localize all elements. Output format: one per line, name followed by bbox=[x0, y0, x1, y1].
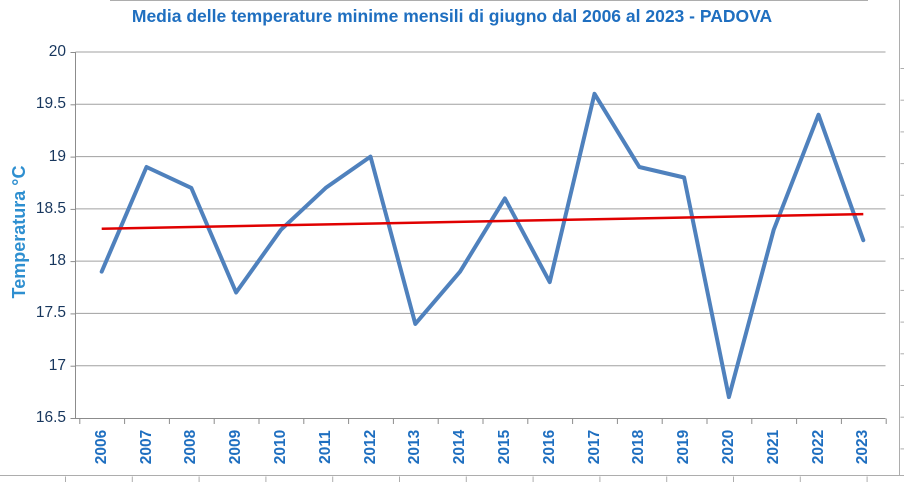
y-tick-label: 18.5 bbox=[35, 199, 66, 217]
x-tick-label: 2016 bbox=[540, 429, 558, 465]
chart-title: Media delle temperature minime mensili d… bbox=[131, 6, 773, 26]
y-tick-label: 18 bbox=[48, 252, 66, 270]
x-tick-label: 2017 bbox=[585, 429, 603, 465]
y-tick-label: 19 bbox=[48, 147, 66, 165]
x-tick-label: 2008 bbox=[182, 429, 200, 465]
x-tick-label: 2006 bbox=[92, 429, 110, 465]
x-tick-label: 2022 bbox=[809, 429, 827, 465]
x-tick-label: 2011 bbox=[316, 430, 334, 464]
y-tick-label: 17.5 bbox=[35, 304, 66, 322]
x-tick-label: 2023 bbox=[854, 429, 872, 465]
x-tick-label: 2007 bbox=[137, 429, 155, 465]
x-tick-label: 2014 bbox=[451, 429, 469, 465]
trend-line bbox=[101, 212, 864, 230]
x-tick-label: 2020 bbox=[719, 429, 737, 465]
x-tick-label: 2010 bbox=[271, 429, 289, 465]
x-tick-label: 2019 bbox=[675, 429, 693, 465]
x-tick-label: 2015 bbox=[495, 429, 513, 465]
x-tick-label: 2013 bbox=[406, 429, 424, 465]
x-tick-label: 2021 bbox=[764, 429, 782, 465]
x-tick-label: 2009 bbox=[227, 429, 245, 465]
y-tick-label: 16.5 bbox=[35, 409, 66, 426]
y-tick-label: 20 bbox=[48, 43, 66, 60]
y-tick-label: 19.5 bbox=[35, 95, 66, 113]
y-tick-label: 17 bbox=[48, 356, 66, 374]
temperature-series-line bbox=[99, 91, 866, 400]
x-tick-label: 2018 bbox=[630, 429, 648, 465]
x-tick-label: 2012 bbox=[361, 429, 379, 465]
